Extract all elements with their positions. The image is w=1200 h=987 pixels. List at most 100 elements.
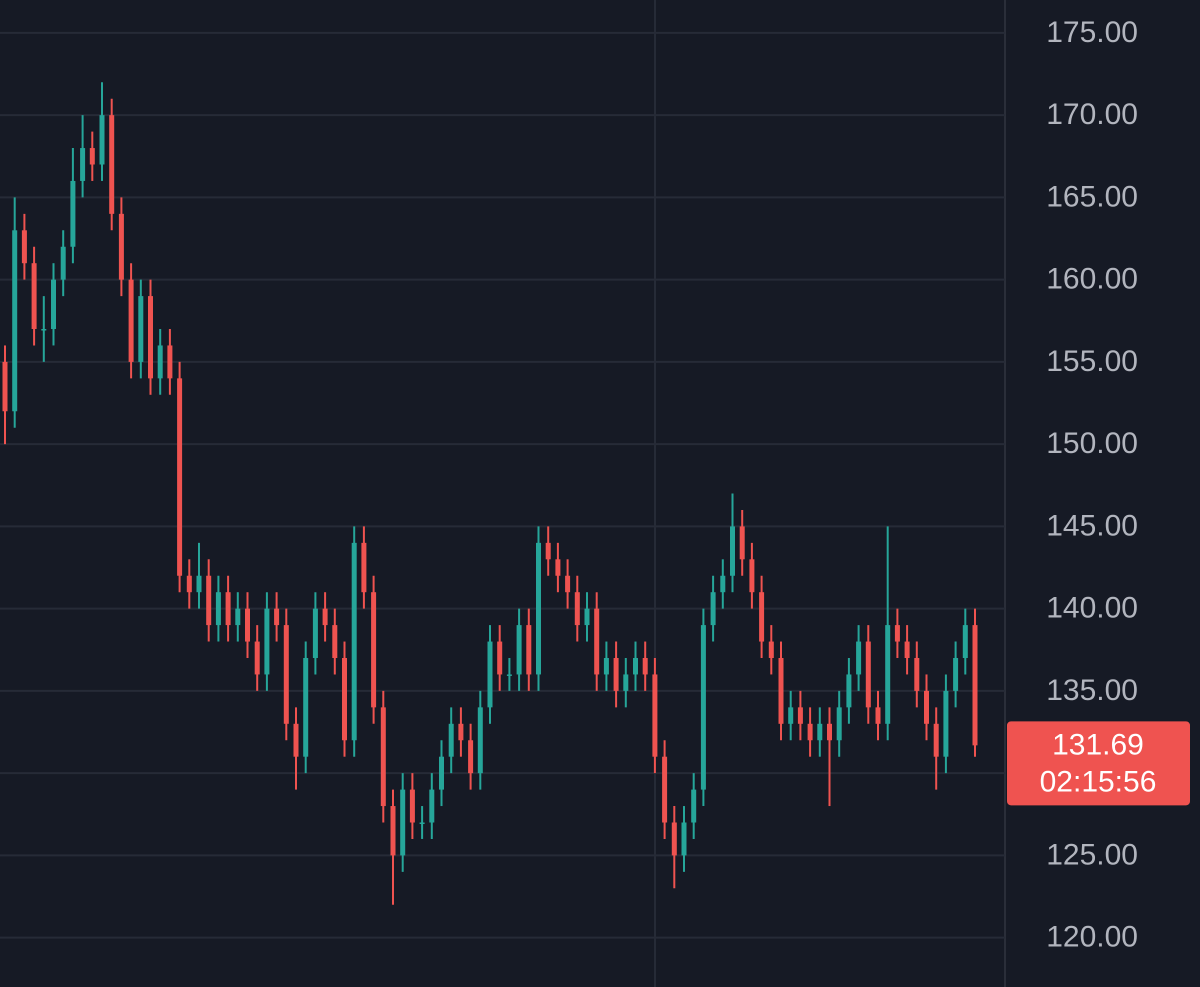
candle-body (642, 658, 648, 675)
candle-body (487, 641, 493, 708)
candle-body (885, 625, 891, 724)
y-tick-label: 140.00 (1046, 592, 1138, 625)
candle-body (21, 230, 27, 264)
candle-body (342, 658, 347, 741)
candle-body (439, 756, 444, 790)
candle-body (400, 789, 406, 856)
candle-body (497, 641, 503, 675)
y-tick-label: 150.00 (1046, 427, 1138, 460)
candle-body (506, 674, 512, 676)
candle-body (264, 608, 270, 675)
last-price-label: 131.69 (1052, 728, 1144, 761)
candle-body (768, 641, 774, 658)
candle-body (817, 723, 823, 741)
candle-body (206, 575, 212, 626)
candle-body (351, 542, 357, 741)
candle-body (691, 789, 697, 823)
candle-body (924, 690, 929, 724)
candle-body (671, 822, 677, 856)
candle-body (797, 707, 803, 724)
candle-body (933, 723, 939, 757)
candle-body (274, 608, 280, 626)
candle-body (730, 526, 735, 576)
candle-body (555, 559, 561, 576)
candle-body (894, 625, 900, 642)
y-tick-label: 145.00 (1046, 509, 1138, 542)
candle-body (41, 329, 47, 331)
candle-body (429, 789, 435, 823)
candle-body (138, 296, 144, 362)
candle-body (526, 625, 532, 675)
candle-body (419, 822, 425, 824)
candle-body (700, 625, 706, 790)
candle-body (254, 641, 260, 675)
candle-body (574, 592, 580, 626)
candle-body (827, 723, 832, 741)
candle-body (89, 148, 95, 165)
y-tick-label: 155.00 (1046, 345, 1138, 378)
y-tick-label: 175.00 (1046, 16, 1138, 49)
candle-body (371, 592, 377, 708)
candle-body (51, 279, 56, 329)
candle-body (856, 641, 862, 675)
candle-body (12, 230, 18, 412)
candle-body (875, 707, 881, 724)
candle-body (361, 542, 367, 593)
y-tick-label: 160.00 (1046, 263, 1138, 296)
candle-body (846, 674, 852, 708)
candle-body (186, 575, 192, 593)
candle-body (31, 263, 37, 329)
candle-body (865, 641, 871, 708)
candle-body (380, 707, 386, 807)
candle-body (623, 674, 629, 691)
y-tick-label: 165.00 (1046, 180, 1138, 213)
candle-body (972, 625, 978, 746)
candle-body (594, 608, 600, 675)
candle-body (70, 180, 76, 247)
candle-body (99, 115, 105, 165)
candle-body (177, 378, 183, 576)
candle-body (778, 658, 784, 724)
candle-body (390, 806, 396, 856)
y-tick-label: 135.00 (1046, 674, 1138, 707)
candle-body (409, 789, 415, 823)
candle-body (613, 658, 619, 691)
candle-body (710, 592, 716, 626)
candle-body (914, 658, 920, 691)
candles (2, 82, 978, 905)
candle-body (80, 148, 86, 181)
candle-body (565, 575, 571, 593)
candle-body (458, 723, 464, 741)
candle-body (943, 690, 949, 757)
candle-body (332, 625, 338, 658)
candle-body (235, 608, 241, 626)
candle-body (545, 542, 551, 560)
candle-body (118, 213, 124, 280)
candle-body (448, 723, 454, 757)
candle-body (196, 575, 202, 593)
candle-body (788, 707, 794, 724)
candle-body (157, 345, 163, 379)
candle-body (633, 658, 638, 675)
y-tick-label: 125.00 (1046, 838, 1138, 871)
last-price-box (1007, 721, 1190, 806)
price-axis: 120.00125.00130.00135.00140.00145.00150.… (1007, 16, 1190, 954)
candle-body (293, 723, 299, 757)
candle-body (109, 115, 115, 214)
candle-body (953, 658, 959, 691)
candle-body (2, 361, 8, 412)
candle-body (652, 674, 658, 757)
candle-body (322, 608, 328, 626)
candle-body (584, 608, 590, 626)
candle-body (312, 608, 318, 658)
candle-body (603, 658, 609, 675)
candle-body (516, 625, 522, 675)
candle-body (759, 592, 765, 642)
candle-body (303, 658, 309, 757)
candle-body (739, 526, 745, 560)
candle-body (225, 592, 231, 626)
candle-body (807, 723, 813, 741)
